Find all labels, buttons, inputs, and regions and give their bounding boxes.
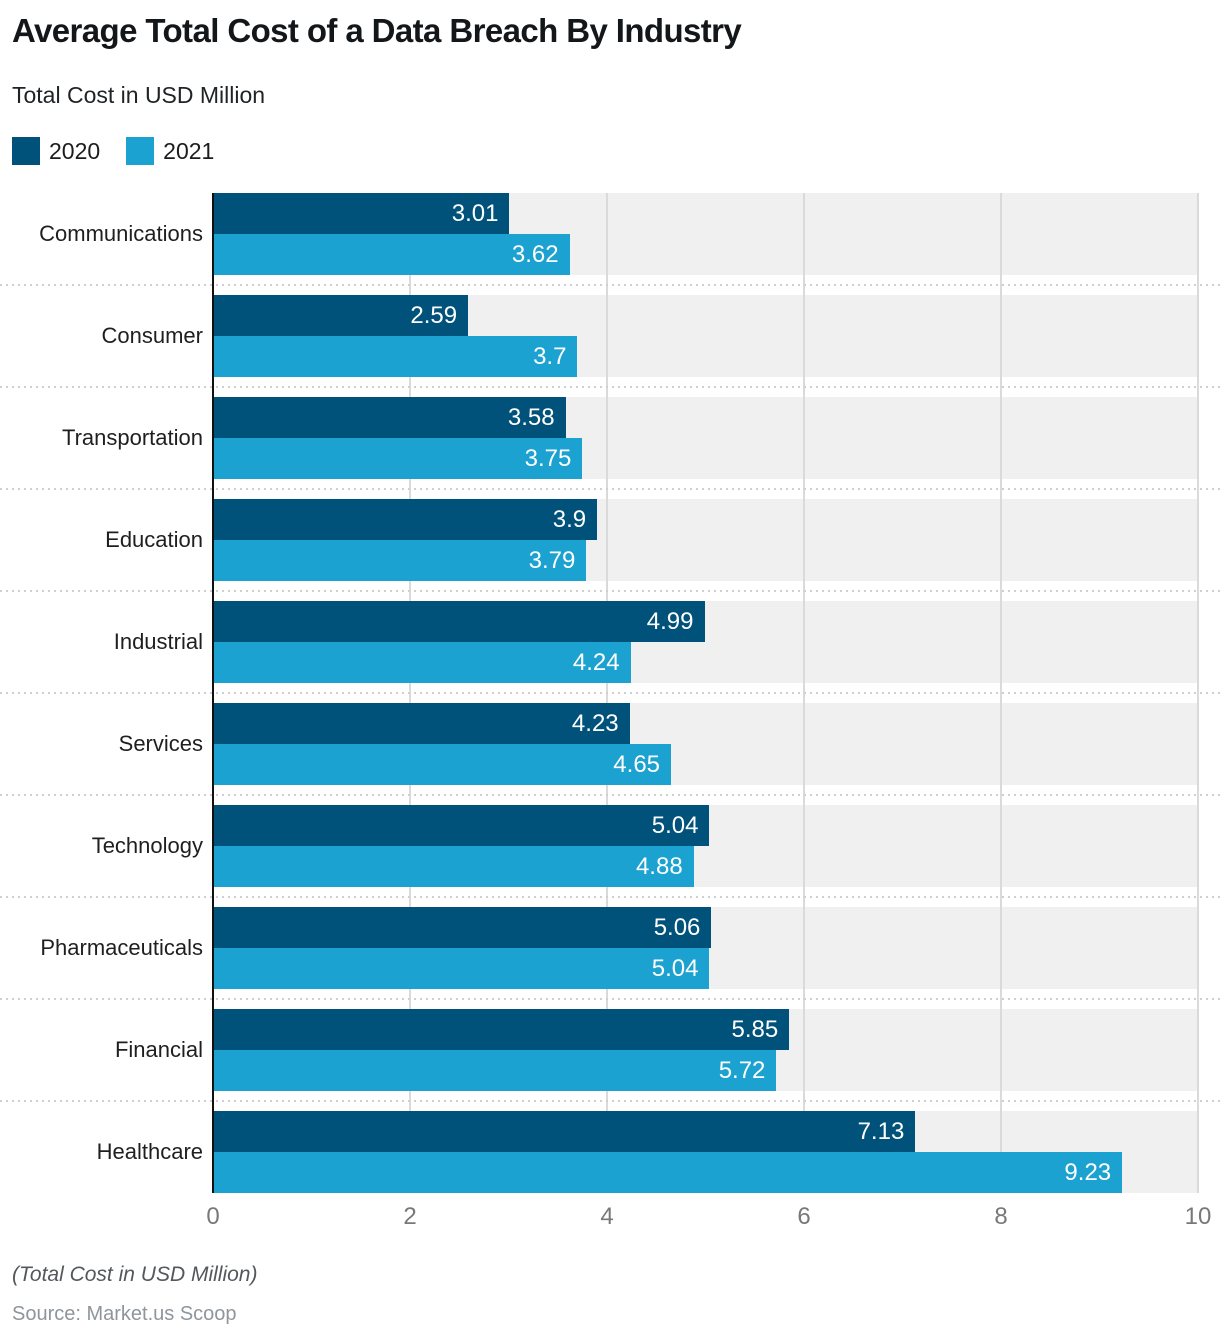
chart-subtitle: Total Cost in USD Million [12,82,266,108]
bar-2020-healthcare: 7.13 [213,1111,916,1152]
bar-value-label: 4.88 [635,852,683,880]
bar-2020-communications: 3.01 [213,193,510,234]
source-attribution: Source: Market.us Scoop [12,1303,237,1325]
x-tick-label-0: 0 [206,1203,220,1230]
bar-2021-education: 3.79 [213,540,587,581]
row-separator [0,998,1220,1000]
row-separator [0,386,1220,388]
row-separator [0,590,1220,592]
x-tick-label-6: 6 [797,1203,811,1230]
category-label-industrial: Industrial [113,629,203,654]
category-label-transportation: Transportation [61,425,203,450]
bar-chart: 3.01 3.62 2.59 3.7 3.58 3.75 3.9 3.79 4.99 4.24 4.… [0,193,1220,1255]
x-tick-label-4: 4 [600,1203,614,1230]
row-separator [0,1100,1220,1102]
row-separator [0,488,1220,490]
bar-2021-services: 4.65 [213,744,672,785]
x-tick-label-2: 2 [403,1203,417,1230]
category-label-consumer: Consumer [101,323,203,348]
row-separator [0,284,1220,286]
bar-2021-technology: 4.88 [213,846,694,887]
bar-value-label: 5.04 [651,954,699,982]
legend-swatch-2021-icon [126,137,155,165]
category-label-communications: Communications [39,221,203,246]
category-label-pharmaceuticals: Pharmaceuticals [40,935,203,960]
bar-2020-consumer: 2.59 [213,295,469,336]
category-label-healthcare: Healthcare [96,1139,203,1164]
bar-2020-services: 4.23 [213,703,630,744]
bar-2021-consumer: 3.7 [213,336,578,377]
bar-2021-industrial: 4.24 [213,642,631,683]
category-label-education: Education [105,527,203,552]
bar-value-label: 5.06 [653,913,701,941]
bar-value-label: 3.79 [528,546,576,574]
bar-2020-industrial: 4.99 [213,601,705,642]
bar-value-label: 3.75 [524,444,572,472]
bar-value-label: 4.99 [646,607,694,635]
bar-2020-transportation: 3.58 [213,397,566,438]
chart-title: Average Total Cost of a Data Breach By I… [12,12,742,49]
x-tick-label-10: 10 [1184,1203,1212,1230]
x-tick-label-8: 8 [994,1203,1008,1230]
legend: 2020 2021 [12,137,214,165]
bar-2021-healthcare: 9.23 [213,1152,1123,1193]
bar-value-label: 5.85 [731,1015,779,1043]
bar-2021-pharmaceuticals: 5.04 [213,948,710,989]
bar-2020-pharmaceuticals: 5.06 [213,907,712,948]
bar-value-label: 3.9 [552,505,587,533]
bar-value-label: 4.65 [613,750,661,778]
category-label-technology: Technology [91,833,203,858]
legend-item-2021: 2021 [126,137,214,165]
category-label-financial: Financial [114,1037,203,1062]
legend-label-2020: 2020 [49,137,101,164]
bar-value-label: 5.04 [651,811,699,839]
bar-value-label: 2.59 [410,301,458,329]
bar-value-label: 4.23 [571,709,619,737]
legend-swatch-2020-icon [12,137,40,165]
bar-value-label: 3.62 [511,240,559,268]
bar-2021-transportation: 3.75 [213,438,583,479]
bar-2021-financial: 5.72 [213,1050,777,1091]
row-separator [0,896,1220,898]
bar-value-label: 9.23 [1064,1158,1112,1186]
bar-2021-communications: 3.62 [213,234,570,275]
bar-2020-financial: 5.85 [213,1009,790,1050]
bar-value-label: 7.13 [857,1117,905,1145]
category-label-services: Services [118,731,203,756]
bar-value-label: 3.58 [507,403,555,431]
bar-2020-technology: 5.04 [213,805,710,846]
legend-item-2020: 2020 [12,137,100,165]
row-separator [0,794,1220,796]
legend-label-2021: 2021 [163,137,215,164]
bar-value-label: 3.01 [451,199,499,227]
bar-value-label: 5.72 [718,1056,766,1084]
chart-footnote: (Total Cost in USD Million) [12,1263,258,1286]
plot-area: 3.01 3.62 2.59 3.7 3.58 3.75 3.9 3.79 4.99 4.24 4.… [212,193,1199,1193]
bar-2020-education: 3.9 [213,499,598,540]
bar-value-label: 4.24 [572,648,620,676]
bar-value-label: 3.7 [533,342,567,370]
row-separator [0,692,1220,694]
